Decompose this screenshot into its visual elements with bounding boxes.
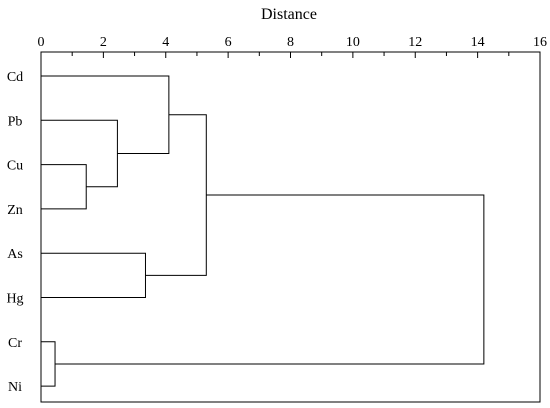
x-tick-label: 8 (287, 35, 294, 50)
x-tick-label: 12 (408, 35, 422, 50)
link-m5 (41, 75, 170, 155)
leaf-label-pb: Pb (8, 114, 23, 129)
leaf-label-hg: Hg (6, 292, 23, 307)
chart-title: Distance (261, 6, 317, 23)
link-m3 (41, 119, 118, 188)
x-tick-label: 16 (533, 35, 547, 50)
leaf-label-cd: Cd (7, 70, 23, 85)
link-m6 (145, 114, 207, 276)
link-m4 (41, 252, 146, 298)
dendrogram-links (41, 75, 485, 387)
leaf-label-ni: Ni (8, 380, 22, 395)
leaf-label-cr: Cr (8, 336, 22, 351)
leaf-label-cu: Cu (7, 159, 23, 174)
link-m1 (41, 341, 56, 387)
x-tick-label: 14 (471, 35, 485, 50)
x-tick-label: 6 (225, 35, 232, 50)
leaf-labels: Cd Pb Cu Zn As Hg Cr Ni (6, 70, 23, 395)
x-axis: 0 2 4 6 8 10 12 14 16 (38, 35, 547, 58)
leaf-label-as: As (7, 247, 23, 262)
leaf-label-zn: Zn (7, 203, 23, 218)
link-m7 (55, 194, 485, 365)
plot-frame (40, 51, 541, 403)
x-tick-label: 0 (38, 35, 45, 50)
x-tick-label: 10 (346, 35, 360, 50)
link-m2 (41, 164, 87, 210)
x-tick-label: 4 (162, 35, 169, 50)
x-tick-label: 2 (100, 35, 107, 50)
